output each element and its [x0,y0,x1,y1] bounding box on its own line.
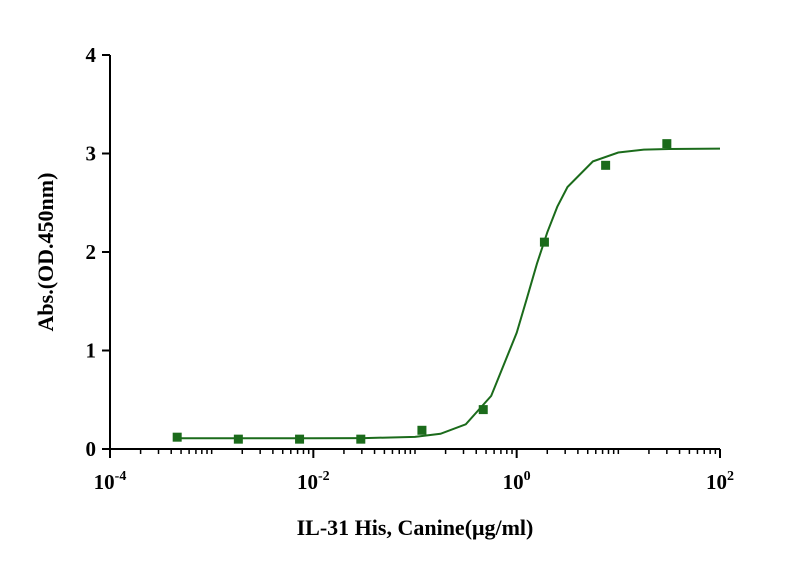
x-tick-base: 10 [297,470,318,494]
data-point [601,160,611,170]
y-tick-label: 0 [86,437,97,461]
x-tick-label: 100 [503,469,531,494]
x-tick-base: 10 [503,470,524,494]
x-tick-label: 10-4 [94,469,127,494]
data-point [478,405,488,415]
x-tick-base: 10 [94,470,115,494]
data-point [417,425,427,435]
x-tick-exponent: 2 [727,469,734,484]
fit-curve [176,147,721,440]
data-point [295,434,305,444]
y-tick-label: 2 [86,240,97,264]
y-tick-label: 1 [86,339,97,363]
y-tick-label: 3 [86,142,97,166]
x-tick-label: 102 [706,469,734,494]
x-tick-exponent: -2 [318,469,330,484]
x-tick-exponent: 0 [524,469,531,484]
data-point [356,434,366,444]
data-point [172,432,182,442]
data-point [662,139,672,149]
x-tick-label: 10-2 [297,469,330,494]
y-tick-label: 4 [86,43,97,67]
x-tick-exponent: -4 [115,469,127,484]
data-point [233,434,243,444]
y-axis-title: Abs.(OD.450nm) [33,173,58,332]
data-point [539,237,549,247]
x-axis-title: IL-31 His, Canine(μg/ml) [297,515,534,540]
x-tick-base: 10 [706,470,727,494]
